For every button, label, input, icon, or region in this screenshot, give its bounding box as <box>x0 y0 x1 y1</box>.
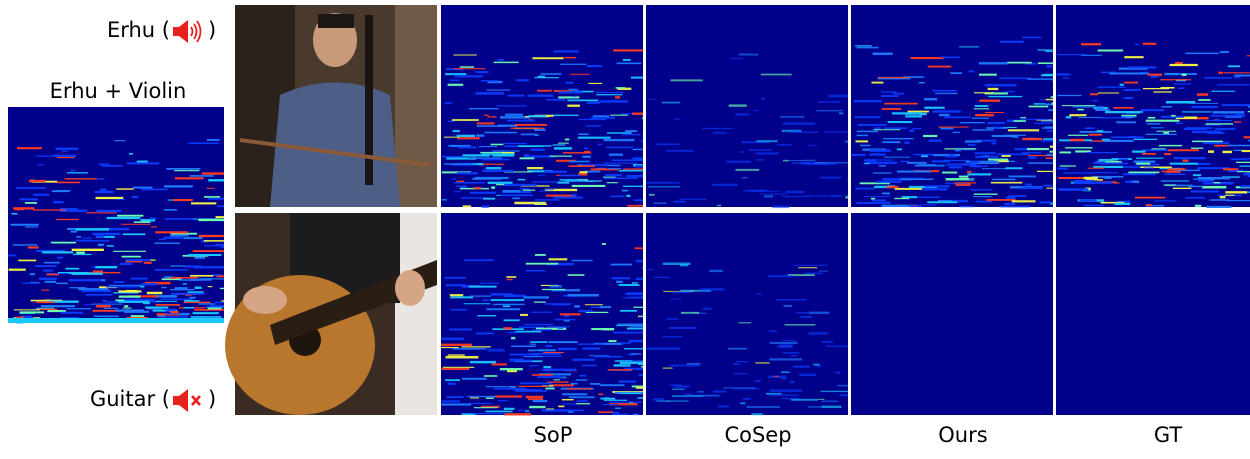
spectrogram-bg <box>1056 213 1250 415</box>
bottom-source-label: Guitar ( <box>90 387 170 411</box>
top-source-label: Erhu ( <box>107 18 170 42</box>
sound-off-icon <box>173 389 201 412</box>
result-grid <box>441 5 1250 416</box>
column-label: SoP <box>534 423 573 447</box>
mixture-spectrogram <box>8 107 224 324</box>
guitar-photo <box>225 213 437 415</box>
top-source-suffix: ) <box>208 18 216 42</box>
result-spectrogram <box>1056 5 1250 209</box>
spectrogram-bg <box>8 107 224 323</box>
spectrogram-bg <box>851 213 1053 415</box>
result-spectrogram <box>441 213 643 416</box>
mixture-label: Erhu + Violin <box>50 79 187 103</box>
spectrogram-bg <box>646 213 848 415</box>
sound-on-icon <box>173 20 202 43</box>
bottom-source-suffix: ) <box>208 387 216 411</box>
result-spectrogram <box>646 5 848 209</box>
column-label: GT <box>1154 423 1183 447</box>
result-spectrogram <box>646 213 848 416</box>
result-spectrogram <box>441 5 643 208</box>
column-label: CoSep <box>724 423 791 447</box>
spectrogram-bg <box>646 5 848 207</box>
spectrogram-bg <box>441 213 643 415</box>
column-labels: SoP CoSep Ours GT <box>534 423 1183 447</box>
result-spectrogram <box>851 5 1053 208</box>
result-spectrogram <box>851 213 1053 415</box>
spectrogram-band <box>8 318 224 323</box>
column-label: Ours <box>938 423 987 447</box>
result-spectrogram <box>1056 213 1250 415</box>
erhu-photo <box>235 5 437 207</box>
